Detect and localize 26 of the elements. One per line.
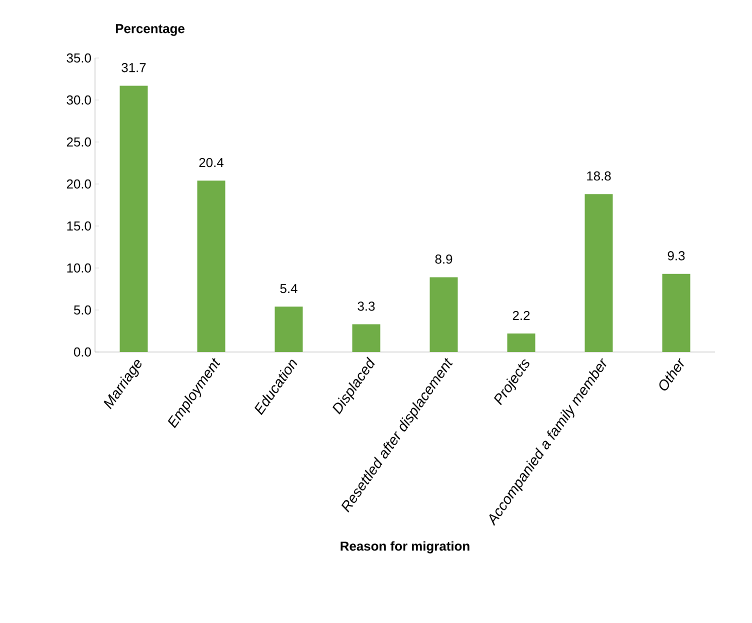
bar <box>584 194 613 352</box>
bar <box>274 306 303 352</box>
bar <box>430 277 458 352</box>
data-label: 2.2 <box>512 310 530 320</box>
y-tick-label: 25.0 <box>66 137 91 147</box>
data-label: 3.3 <box>358 302 375 311</box>
data-label: 20.4 <box>199 158 224 168</box>
data-label: 31.7 <box>122 63 146 72</box>
bar <box>662 274 690 352</box>
y-tick-label: 30.0 <box>66 95 91 105</box>
data-label: 9.3 <box>668 251 685 260</box>
y-tick-label: 20.0 <box>66 179 91 189</box>
y-axis-title: Percentage <box>116 24 184 36</box>
y-tick-label: 15.0 <box>67 221 91 231</box>
y-tick-label: 35.0 <box>66 53 91 63</box>
data-label: 5.4 <box>280 284 298 294</box>
bar <box>352 324 380 352</box>
data-label: 18.8 <box>587 171 611 181</box>
bar <box>120 86 148 352</box>
y-tick-label: 10.0 <box>67 263 91 273</box>
x-axis-title: Reason for migration <box>340 541 470 554</box>
y-tick-label: 0.0 <box>74 347 91 357</box>
bar <box>197 180 226 352</box>
y-tick-label: 5.0 <box>74 305 91 315</box>
data-label: 8.9 <box>435 254 452 264</box>
bar <box>507 334 536 352</box>
